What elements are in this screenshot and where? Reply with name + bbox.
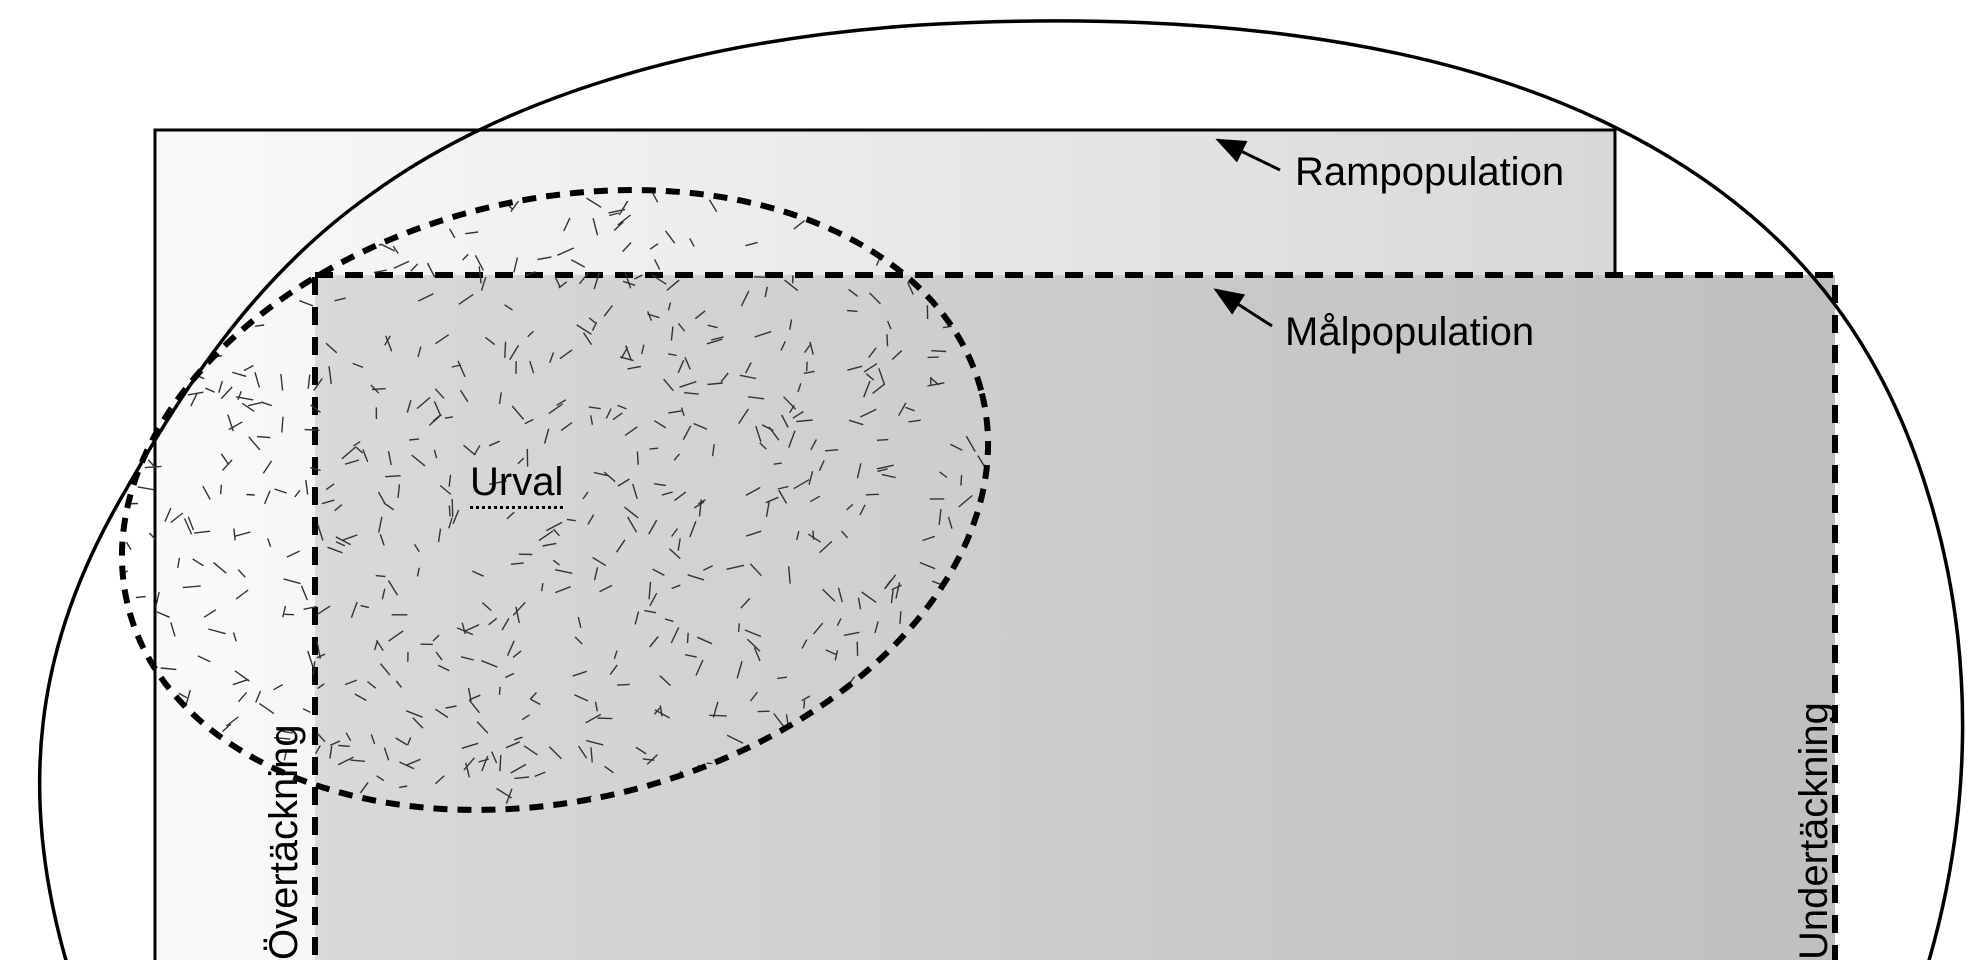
label-malpopulation: Målpopulation [1285, 310, 1534, 355]
label-rampopulation: Rampopulation [1295, 150, 1564, 195]
label-urval: Urval [470, 460, 563, 505]
label-undertackning: Undertäckning [1792, 702, 1837, 960]
malpopulation-rect [315, 275, 1835, 960]
label-overtackning: Övertäckning [262, 724, 307, 960]
